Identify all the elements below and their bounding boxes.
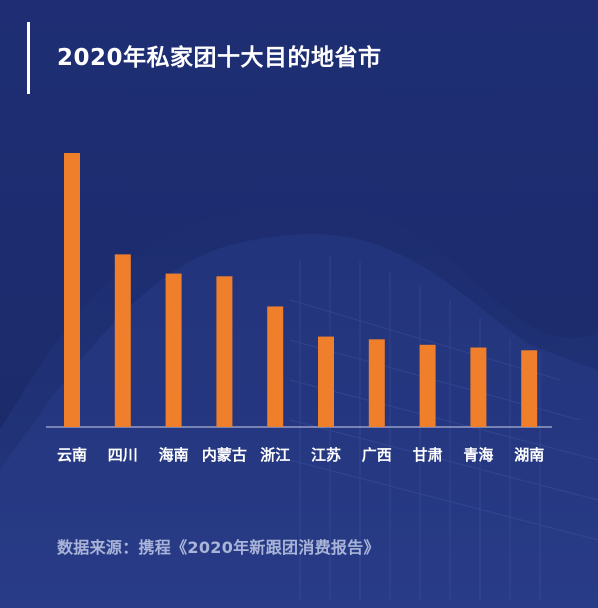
bar-0 (64, 153, 80, 427)
bar-7 (419, 344, 436, 427)
bar-3 (216, 276, 233, 427)
x-tick-label-1: 四川 (108, 446, 138, 464)
title-accent-line (27, 22, 30, 94)
x-tick-label-5: 江苏 (311, 446, 341, 464)
chart-title: 2020年私家团十大目的地省市 (57, 45, 382, 71)
x-tick-label-3: 内蒙古 (202, 446, 247, 464)
bar-1 (114, 254, 131, 427)
x-tick-label-7: 甘肃 (413, 446, 443, 464)
x-tick-label-9: 湖南 (514, 446, 544, 464)
bar-5 (318, 336, 334, 427)
x-tick-label-4: 浙江 (260, 446, 290, 464)
x-tick-label-2: 海南 (159, 446, 189, 464)
bar-2 (165, 273, 182, 427)
x-tick-label-0: 云南 (57, 446, 87, 464)
bar-8 (470, 347, 487, 427)
bar-6 (368, 339, 385, 427)
x-tick-label-8: 青海 (463, 446, 493, 464)
bar-9 (521, 350, 538, 427)
data-source-note: 数据来源：携程《2020年新跟团消费报告》 (57, 538, 380, 557)
x-tick-label-6: 广西 (362, 446, 392, 464)
bar-4 (267, 306, 284, 427)
